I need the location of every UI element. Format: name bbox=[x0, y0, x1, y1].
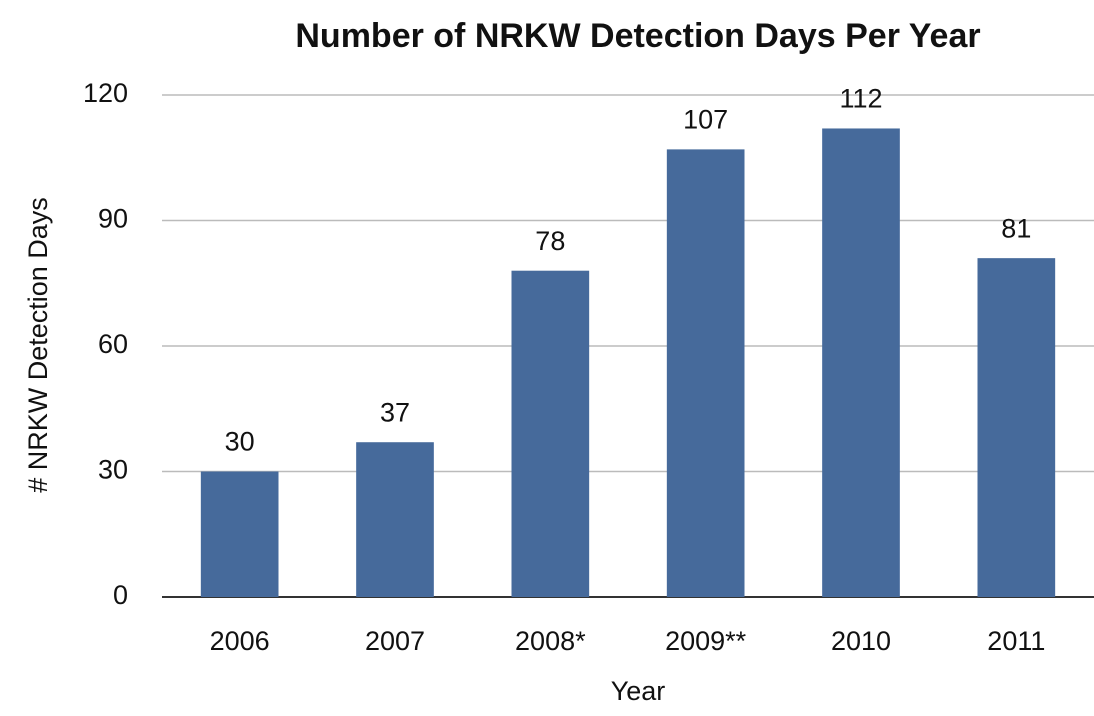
y-tick-label: 60 bbox=[98, 329, 128, 359]
y-tick-label: 90 bbox=[98, 204, 128, 234]
x-tick-label: 2009** bbox=[665, 626, 747, 656]
bar bbox=[977, 258, 1056, 597]
chart-title: Number of NRKW Detection Days Per Year bbox=[295, 17, 980, 55]
data-label: 81 bbox=[1001, 213, 1031, 243]
y-tick-label: 120 bbox=[83, 78, 128, 108]
y-tick-label: 0 bbox=[113, 580, 128, 610]
x-tick-label: 2011 bbox=[987, 626, 1045, 656]
bar bbox=[356, 442, 434, 597]
bar bbox=[666, 149, 745, 597]
x-axis-label: Year bbox=[611, 676, 666, 706]
x-tick-label: 2007 bbox=[365, 626, 425, 656]
x-tick-label: 2006 bbox=[210, 626, 270, 656]
x-tick-label: 2010 bbox=[831, 626, 891, 656]
y-axis-label: # NRKW Detection Days bbox=[23, 197, 53, 493]
bar bbox=[511, 270, 590, 597]
x-tick-label: 2008* bbox=[515, 626, 586, 656]
bar bbox=[822, 128, 900, 597]
y-tick-label: 30 bbox=[98, 455, 128, 485]
data-label: 112 bbox=[839, 84, 882, 114]
bar bbox=[200, 471, 279, 597]
data-label: 37 bbox=[380, 397, 410, 427]
data-label: 78 bbox=[535, 226, 565, 256]
data-label: 107 bbox=[683, 105, 728, 135]
data-label: 30 bbox=[225, 427, 255, 457]
